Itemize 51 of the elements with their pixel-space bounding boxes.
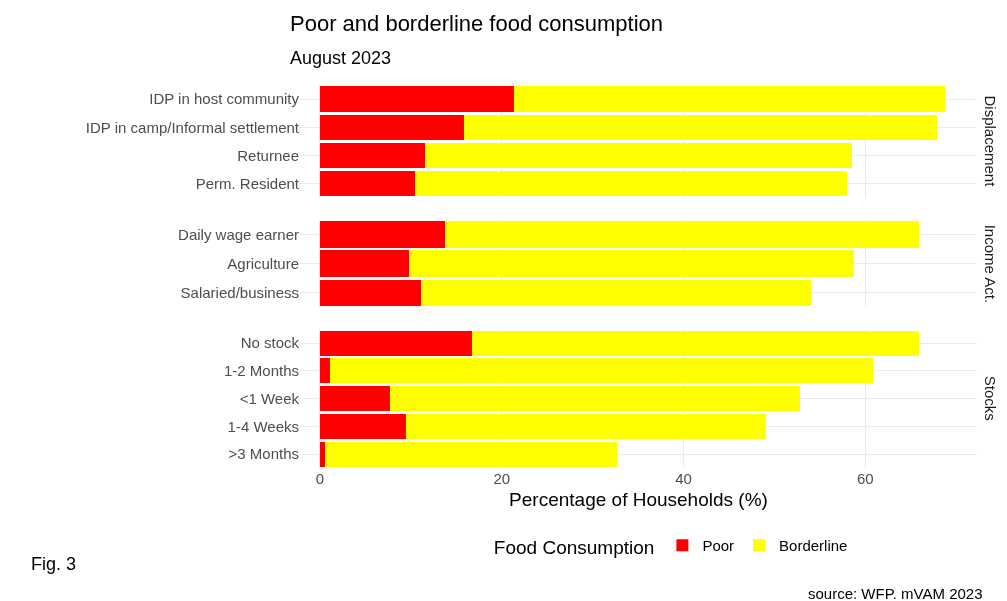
bar (319, 413, 407, 439)
x-tick-label: 60 (856, 469, 874, 487)
y-tick-label: Daily wage earner (178, 225, 299, 243)
bar (319, 358, 330, 384)
y-tick-label: >3 Months (228, 445, 299, 463)
caption: Fig. 3 (31, 554, 77, 574)
y2-axis-title: Stocks (982, 375, 1000, 421)
bar (425, 142, 852, 169)
x-tick-label: 20 (493, 469, 511, 487)
chart-title: Poor and borderline food consumption (290, 11, 664, 36)
bar (409, 250, 855, 277)
bar (445, 221, 919, 248)
bar (319, 221, 446, 248)
bar (319, 330, 472, 356)
bar (319, 386, 390, 412)
bar (471, 330, 919, 356)
y2-axis-title: Displacement (982, 95, 1000, 188)
y-tick-label: Agriculture (227, 254, 299, 272)
bar (319, 171, 415, 197)
bar (420, 279, 811, 306)
bar (324, 441, 618, 467)
source-note: source: WFP. mVAM 2023 (808, 585, 983, 601)
legend-label: Poor (702, 537, 735, 555)
y-tick-label: <1 Week (239, 389, 300, 407)
bar (319, 441, 325, 467)
legend-title: Food Consumption (493, 536, 655, 558)
x-axis-title: Percentage of Households (%) (509, 488, 768, 510)
y-tick-label: IDP in host community (149, 90, 300, 108)
y-tick-label: No stock (240, 334, 300, 352)
bar (414, 171, 848, 197)
bar (319, 86, 514, 112)
bar (464, 114, 938, 140)
x-tick-label: 40 (675, 469, 692, 487)
bar (389, 386, 800, 412)
bar (329, 358, 873, 384)
bar (319, 250, 410, 277)
bar (319, 279, 421, 306)
chart-subtitle: August 2023 (290, 48, 392, 68)
y2-axis-title: Income Act. (982, 224, 1000, 304)
x-tick-label: 0 (315, 469, 325, 487)
y-tick-label: 1-4 Weeks (227, 417, 299, 435)
y-tick-label: 1-2 Months (223, 362, 299, 380)
legend-label: Borderline (779, 537, 848, 555)
y-tick-label: Salaried/business (180, 283, 299, 301)
y-tick-label: Returnee (237, 146, 299, 164)
bar (319, 114, 465, 140)
y-tick-label: Perm. Resident (195, 174, 300, 192)
bar (319, 142, 426, 169)
bar (406, 413, 767, 439)
y-tick-label: IDP in camp/Informal settlement (85, 118, 300, 136)
bar (513, 86, 946, 112)
